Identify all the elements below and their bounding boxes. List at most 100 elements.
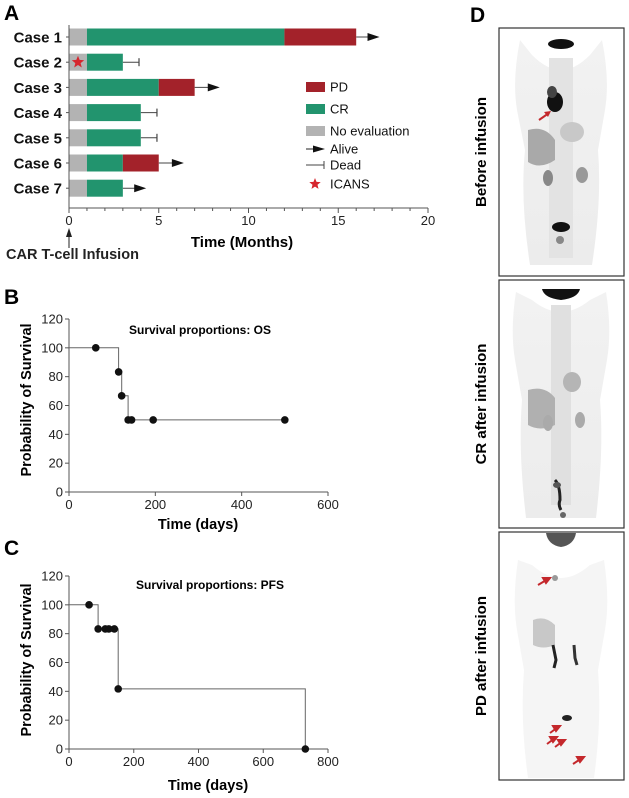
data-point (91, 344, 100, 352)
data-point (114, 685, 123, 693)
body-silhouette (515, 39, 607, 265)
body-silhouette (514, 533, 608, 778)
infusion-annotation: CAR T-cell Infusion (6, 247, 139, 263)
scan-label: CR after infusion (473, 344, 490, 465)
y-tick-label: 0 (56, 742, 63, 757)
alive-arrow (207, 83, 220, 92)
bar-cr (86, 129, 141, 147)
y-tick-label: 0 (56, 485, 63, 500)
icans-star-icon (71, 55, 85, 68)
data-point (105, 625, 113, 633)
category-label: Case 4 (14, 105, 63, 122)
y-tick-label: 80 (49, 369, 63, 384)
y-tick-label: 100 (41, 597, 63, 612)
panel-d-pet-scans: Before infusion CR after infusion (473, 27, 625, 781)
category-label: Case 6 (14, 156, 62, 173)
x-tick-label: 0 (65, 213, 72, 228)
data-point (149, 416, 157, 424)
bar-cr (86, 179, 123, 197)
bar-cr (86, 53, 123, 71)
legend-swatch-cr (306, 104, 325, 114)
data-point (114, 368, 123, 376)
x-tick-label: 0 (65, 754, 72, 769)
panel-label-a: A (4, 2, 19, 25)
category-label: Case 5 (14, 130, 62, 147)
x-tick-label: 20 (421, 213, 435, 228)
x-tick-label: 600 (317, 497, 339, 512)
data-point (94, 625, 102, 633)
survival-curve (69, 347, 285, 421)
lesion-arrows (537, 577, 587, 765)
bar-pd (158, 78, 195, 96)
data-point (127, 416, 136, 424)
panel-b-os-curve: Survival proportions: OS Time (days) Pro… (19, 312, 339, 534)
panel-a-swimmer-plot: 0 5 10 15 20 Case 1 Case 2 Case 3 Case 4 Case 5 C… (6, 25, 435, 263)
bar-cr (86, 154, 123, 172)
legend-swatch-no-evaluation (306, 126, 325, 136)
bar-pd (284, 28, 357, 46)
x-tick-label: 800 (317, 754, 339, 769)
pet-scan-cr: CR after infusion (473, 279, 625, 529)
panel-label-d: D (470, 4, 485, 27)
y-tick-label: 80 (49, 626, 63, 641)
y-axis-label: Probability of Survival (19, 323, 35, 476)
legend-label: No evaluation (330, 124, 410, 139)
y-tick-label: 40 (49, 684, 63, 699)
bar-pd (122, 154, 159, 172)
data-point (110, 625, 119, 633)
bar-cr (86, 28, 285, 46)
x-axis-label: Time (days) (168, 778, 248, 794)
bar-cr (86, 78, 159, 96)
category-label: Case 1 (14, 30, 62, 47)
x-axis-label: Time (Months) (191, 234, 293, 251)
x-tick-label: 600 (252, 754, 274, 769)
bar-no-evaluation (69, 78, 87, 96)
x-tick-label: 5 (155, 213, 162, 228)
pet-scan-before: Before infusion (473, 27, 625, 277)
bar-no-evaluation (69, 129, 87, 147)
alive-arrow-icon (313, 145, 325, 153)
y-tick-label: 40 (49, 427, 63, 442)
y-axis-label: Probability of Survival (19, 583, 35, 736)
y-tick-label: 60 (49, 655, 63, 670)
category-label: Case 3 (14, 80, 62, 97)
bar-no-evaluation (69, 179, 87, 197)
chart-title: Survival proportions: PFS (136, 578, 284, 592)
x-tick-label: 200 (144, 497, 166, 512)
icans-star-icon (309, 178, 321, 189)
survival-curve (69, 604, 306, 749)
bar-cr (86, 104, 141, 122)
data-point (281, 416, 289, 424)
bar-no-evaluation (69, 154, 87, 172)
y-tick-label: 120 (41, 569, 63, 584)
bar-no-evaluation (69, 28, 87, 46)
x-tick-label: 15 (331, 213, 345, 228)
legend-label: ICANS (330, 177, 370, 192)
alive-arrow (171, 159, 184, 167)
panel-c-pfs-curve: Survival proportions: PFS Time (days) Pr… (19, 569, 339, 795)
x-tick-label: 0 (65, 497, 72, 512)
legend-label: CR (330, 102, 349, 117)
x-tick-label: 200 (123, 754, 145, 769)
y-tick-label: 100 (41, 340, 63, 355)
legend-label: Alive (330, 142, 358, 157)
body-silhouette (512, 289, 610, 518)
data-point (301, 745, 310, 753)
lesion-arrow (538, 111, 551, 121)
y-tick-label: 20 (49, 456, 63, 471)
x-tick-label: 10 (241, 213, 255, 228)
chart-title: Survival proportions: OS (129, 323, 271, 337)
legend-label: PD (330, 80, 348, 95)
legend-label: Dead (330, 158, 361, 173)
y-tick-label: 20 (49, 713, 63, 728)
y-tick-label: 60 (49, 398, 63, 413)
legend-swatch-pd (306, 82, 325, 92)
x-axis-label: Time (days) (158, 517, 238, 533)
category-label: Case 2 (14, 55, 62, 72)
x-tick-label: 400 (188, 754, 210, 769)
category-label: Case 7 (14, 181, 62, 198)
y-tick-label: 120 (41, 312, 63, 327)
data-point (85, 601, 93, 609)
